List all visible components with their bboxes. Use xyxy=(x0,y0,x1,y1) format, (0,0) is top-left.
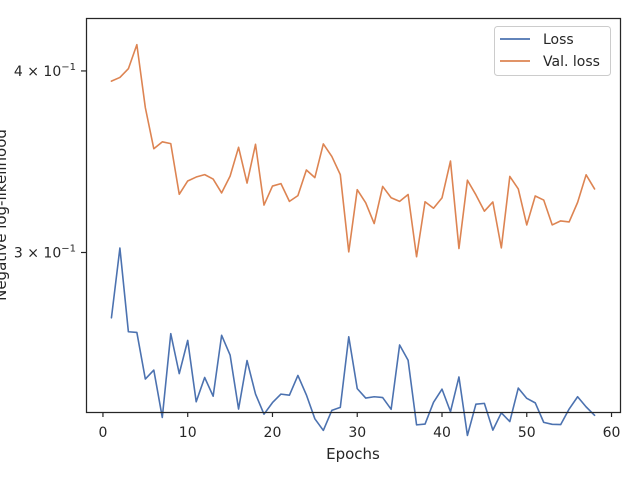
legend-label: Val. loss xyxy=(543,54,600,70)
y-tick-label: 4 × 10−1 xyxy=(14,62,76,80)
x-axis-label: Epochs xyxy=(326,445,380,463)
series-line-loss xyxy=(110,247,596,437)
series-line-val-loss xyxy=(110,43,596,258)
x-tick-label: 60 xyxy=(603,425,621,441)
x-tick-label: 10 xyxy=(179,425,197,441)
plot-lines xyxy=(110,43,596,437)
x-tick-label: 40 xyxy=(433,425,451,441)
x-tick-label: 20 xyxy=(264,425,282,441)
legend-label: Loss xyxy=(543,32,574,48)
y-axis-label: Negative log-likelihood xyxy=(0,129,10,301)
plot-frame xyxy=(85,17,622,414)
x-axis-ticks: 0 10 20 30 40 50 60 xyxy=(98,412,620,441)
legend: Loss Val. loss xyxy=(494,26,611,76)
x-tick-label: 50 xyxy=(518,425,536,441)
x-tick-label: 30 xyxy=(348,425,366,441)
y-tick-label: 3 × 10−1 xyxy=(14,243,76,261)
x-tick-label: 0 xyxy=(98,425,107,441)
y-axis-ticks: 4 × 10−1 3 × 10−1 xyxy=(14,62,86,261)
